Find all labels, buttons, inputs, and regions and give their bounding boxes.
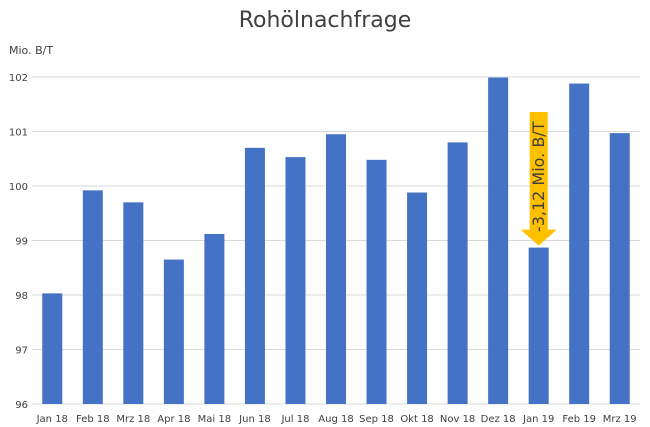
bar — [244, 147, 265, 404]
x-tick-label: Okt 18 — [400, 414, 434, 425]
x-tick-label: Nov 18 — [440, 414, 475, 425]
y-tick-label: 102 — [9, 73, 28, 84]
x-tick-label: Apr 18 — [157, 414, 190, 425]
bar — [42, 293, 63, 404]
chart-title: Rohölnachfrage — [239, 8, 412, 33]
bar — [447, 142, 468, 404]
bars — [42, 77, 630, 405]
y-axis-ticks: 96 97 98 99 100 101 102 — [9, 73, 28, 411]
y-tick-label: 98 — [15, 291, 28, 302]
x-tick-label: Jul 18 — [280, 414, 309, 425]
annotation-label: -3,12 Mio. B/T — [529, 121, 548, 232]
bar — [82, 190, 103, 404]
x-tick-label: Jan 18 — [36, 414, 68, 425]
bar — [528, 247, 549, 404]
annotation: -3,12 Mio. B/T — [520, 112, 557, 246]
x-tick-label: Mai 18 — [198, 414, 231, 425]
x-tick-label: Feb 18 — [76, 414, 110, 425]
y-tick-label: 97 — [15, 346, 28, 357]
bar — [326, 134, 346, 404]
y-tick-label: 96 — [15, 400, 28, 411]
y-tick-label: 101 — [9, 128, 28, 139]
x-tick-label: Jan 19 — [522, 414, 554, 425]
bar — [123, 202, 144, 404]
y-tick-label: 99 — [15, 237, 28, 248]
x-tick-label: Mrz 19 — [603, 414, 637, 425]
bar — [204, 233, 225, 404]
x-tick-label: Dez 18 — [481, 414, 516, 425]
x-tick-label: Mrz 18 — [116, 414, 150, 425]
y-axis-label: Mio. B/T — [9, 44, 53, 57]
x-tick-label: Jun 18 — [238, 414, 271, 425]
bar — [366, 159, 387, 404]
x-tick-label: Sep 18 — [359, 414, 394, 425]
x-tick-label: Feb 19 — [562, 414, 596, 425]
bar — [488, 77, 509, 405]
bar — [569, 83, 590, 404]
bar — [163, 259, 184, 404]
x-axis-ticks: Jan 18 Feb 18 Mrz 18 Apr 18 Mai 18 Jun 18 Jul … — [36, 414, 637, 425]
y-tick-label: 100 — [9, 182, 28, 193]
bar — [285, 157, 306, 404]
bar — [407, 192, 428, 404]
bar — [609, 133, 630, 404]
down-arrow-icon — [520, 112, 557, 246]
x-tick-label: Aug 18 — [318, 414, 353, 425]
